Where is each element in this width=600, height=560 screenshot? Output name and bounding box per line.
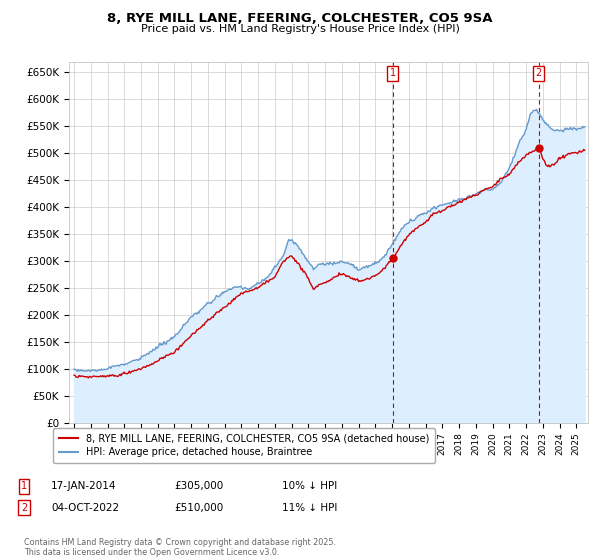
Text: 1: 1 bbox=[21, 481, 27, 491]
Text: Price paid vs. HM Land Registry's House Price Index (HPI): Price paid vs. HM Land Registry's House … bbox=[140, 24, 460, 34]
Text: 17-JAN-2014: 17-JAN-2014 bbox=[51, 481, 116, 491]
Text: £510,000: £510,000 bbox=[174, 503, 223, 513]
Text: 10% ↓ HPI: 10% ↓ HPI bbox=[282, 481, 337, 491]
Text: 04-OCT-2022: 04-OCT-2022 bbox=[51, 503, 119, 513]
Text: 11% ↓ HPI: 11% ↓ HPI bbox=[282, 503, 337, 513]
Text: Contains HM Land Registry data © Crown copyright and database right 2025.
This d: Contains HM Land Registry data © Crown c… bbox=[24, 538, 336, 557]
Text: 2: 2 bbox=[21, 503, 27, 513]
Text: 8, RYE MILL LANE, FEERING, COLCHESTER, CO5 9SA: 8, RYE MILL LANE, FEERING, COLCHESTER, C… bbox=[107, 12, 493, 25]
Text: 2: 2 bbox=[535, 68, 542, 78]
Text: 1: 1 bbox=[390, 68, 396, 78]
Text: £305,000: £305,000 bbox=[174, 481, 223, 491]
Legend: 8, RYE MILL LANE, FEERING, COLCHESTER, CO5 9SA (detached house), HPI: Average pr: 8, RYE MILL LANE, FEERING, COLCHESTER, C… bbox=[53, 428, 435, 463]
